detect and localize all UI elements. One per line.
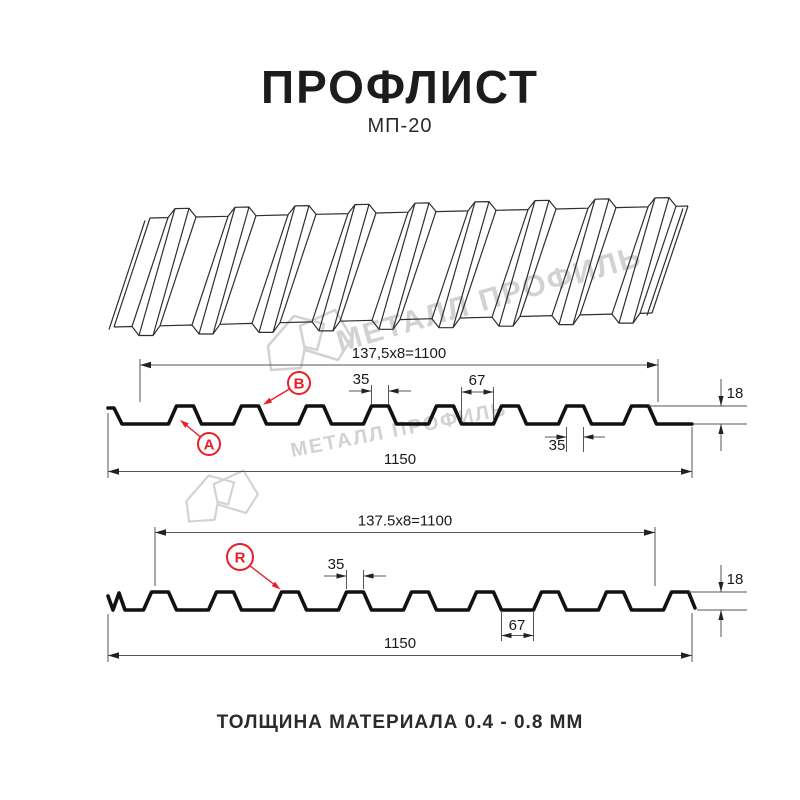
dim-overall-label: 1150 xyxy=(384,635,416,652)
sheet-3d-view xyxy=(108,197,689,337)
dim-pitch: 137.5x8=1100 xyxy=(154,513,656,586)
label-b-circle xyxy=(287,371,311,395)
label-a-circle xyxy=(197,432,221,456)
dim-valley-label: 67 xyxy=(469,372,486,389)
label-r-circle xyxy=(226,543,254,571)
dim-height-label: 18 xyxy=(727,385,744,402)
sheet-bottom-edge xyxy=(113,312,653,337)
dim-overall-1150: 1150 xyxy=(107,613,693,662)
dim-pitch-label: 137.5x8=1100 xyxy=(358,513,452,530)
dim-pitch-label: 137,5x8=1100 xyxy=(352,345,446,362)
page-title: ПРОФЛИСТ xyxy=(261,61,539,113)
dim-valley-67: 67 xyxy=(461,372,494,421)
dim-height-18: 18 xyxy=(648,379,747,451)
dim-pitch: 137,5x8=1100 xyxy=(139,345,659,402)
dim-rib-top-label: 35 xyxy=(328,556,345,573)
dim-height-18: 18 xyxy=(688,565,747,637)
dim-rib-top-label: 35 xyxy=(353,371,370,388)
profile-outline-top xyxy=(106,404,694,426)
metall-profil-logo-icon xyxy=(266,308,354,372)
dim-overall-1150: 1150 xyxy=(107,413,693,478)
sheet-top-edge xyxy=(149,197,689,219)
profile-diagram-bottom: 137.5x8=1100 R 35 xyxy=(106,513,747,662)
material-thickness-note: ТОЛЩИНА МАТЕРИАЛА 0.4 - 0.8 ММ xyxy=(216,712,584,733)
dim-valley-67: 67 xyxy=(501,612,534,641)
label-a: A xyxy=(180,420,221,456)
label-r-letter: R xyxy=(235,550,246,567)
metall-profil-logo-icon xyxy=(185,469,259,523)
profile-outline-bottom xyxy=(106,590,697,612)
dim-valley-label: 67 xyxy=(509,617,526,634)
dim-overall-label: 1150 xyxy=(384,451,416,468)
dim-rib-top-35: 35 xyxy=(324,556,386,589)
watermark-1: МЕТАЛЛ ПРОФИЛЬ xyxy=(266,240,646,372)
dim-height-label: 18 xyxy=(727,571,744,588)
dim-rib-top-35: 35 xyxy=(349,371,411,404)
label-b: B xyxy=(263,371,311,405)
label-r: R xyxy=(226,543,281,590)
dim-rib-base-label: 35 xyxy=(549,437,566,454)
sheet-end-edges xyxy=(108,205,689,330)
sheet-ribs xyxy=(131,197,677,336)
label-a-letter: A xyxy=(204,437,215,454)
label-b-letter: B xyxy=(294,376,305,393)
dim-rib-base-35: 35 xyxy=(545,427,605,454)
page-subtitle: МП-20 xyxy=(367,115,433,137)
profile-diagram-top: 137,5x8=1100 B A 35 xyxy=(106,345,747,478)
